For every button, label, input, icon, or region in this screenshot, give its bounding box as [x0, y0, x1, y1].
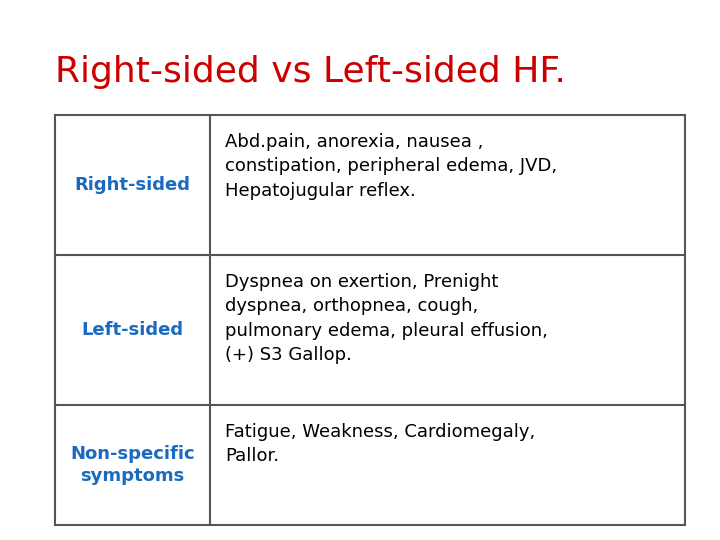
Text: Right-sided: Right-sided	[74, 176, 191, 194]
Text: Left-sided: Left-sided	[81, 321, 184, 339]
Text: Fatigue, Weakness, Cardiomegaly,
Pallor.: Fatigue, Weakness, Cardiomegaly, Pallor.	[225, 423, 535, 465]
Text: Non-specific
symptoms: Non-specific symptoms	[70, 445, 195, 485]
Text: Right-sided vs Left-sided HF.: Right-sided vs Left-sided HF.	[55, 55, 566, 89]
Text: Abd.pain, anorexia, nausea ,
constipation, peripheral edema, JVD,
Hepatojugular : Abd.pain, anorexia, nausea , constipatio…	[225, 133, 557, 200]
Text: Dyspnea on exertion, Prenight
dyspnea, orthopnea, cough,
pulmonary edema, pleura: Dyspnea on exertion, Prenight dyspnea, o…	[225, 273, 548, 364]
